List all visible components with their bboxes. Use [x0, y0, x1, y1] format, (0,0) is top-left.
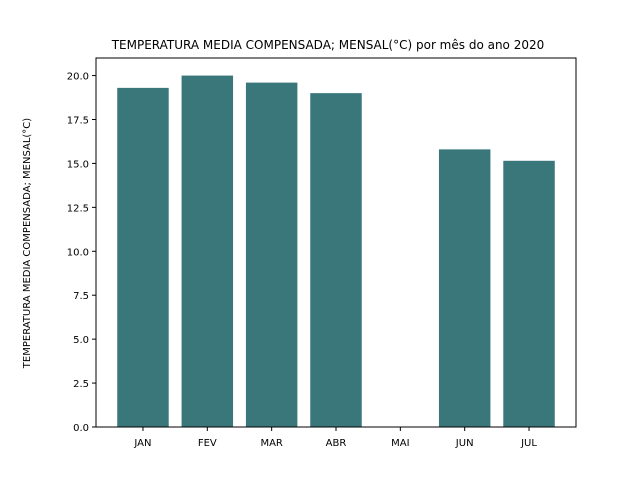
y-tick-label: 15.0 — [67, 159, 89, 170]
bar-fev — [181, 75, 234, 428]
y-tick-label: 17.5 — [67, 116, 89, 127]
y-tick-label: 2.5 — [73, 379, 89, 390]
y-tick-label: 12.5 — [67, 203, 89, 214]
x-tick-label-jul: JUL — [520, 438, 537, 449]
x-tick-label-mai: MAI — [391, 438, 409, 449]
x-tick-label-jan: JAN — [133, 438, 151, 449]
y-tick-label: 0.0 — [73, 423, 89, 434]
y-tick-label: 20.0 — [67, 72, 89, 83]
bar-jan — [117, 87, 169, 427]
x-tick-label-jun: JUN — [455, 438, 474, 449]
y-tick-label: 10.0 — [67, 247, 89, 258]
bars-layer — [117, 75, 555, 428]
x-tick-label-mar: MAR — [260, 438, 282, 449]
bar-abr — [310, 93, 362, 428]
y-tick-label: 5.0 — [73, 335, 89, 346]
chart-title: TEMPERATURA MEDIA COMPENSADA; MENSAL(°C)… — [111, 38, 545, 52]
bar-jul — [503, 160, 555, 428]
x-tick-label-fev: FEV — [198, 438, 217, 449]
y-axis-label: TEMPERATURA MEDIA COMPENSADA; MENSAL(°C) — [22, 118, 33, 369]
x-tick-label-abr: ABR — [326, 438, 347, 449]
x-axis: JAN FEV MAR ABR MAI JUN JUL — [133, 427, 537, 449]
y-tick-label: 7.5 — [73, 291, 89, 302]
y-axis: 0.0 2.5 5.0 7.5 10.0 12.5 15.0 17.5 20.0 — [67, 72, 96, 434]
bar-mar — [245, 82, 298, 427]
bar-jun — [438, 149, 491, 427]
